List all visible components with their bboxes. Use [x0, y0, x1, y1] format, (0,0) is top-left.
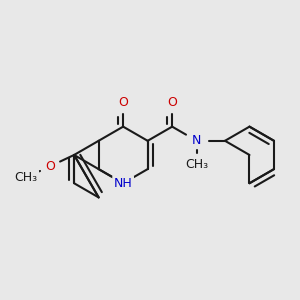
Text: O: O [118, 96, 128, 109]
Text: O: O [167, 96, 177, 109]
Text: N: N [192, 134, 201, 147]
Text: NH: NH [114, 177, 133, 190]
Text: CH₃: CH₃ [14, 171, 38, 184]
Text: O: O [45, 160, 55, 173]
Text: CH₃: CH₃ [185, 158, 208, 171]
